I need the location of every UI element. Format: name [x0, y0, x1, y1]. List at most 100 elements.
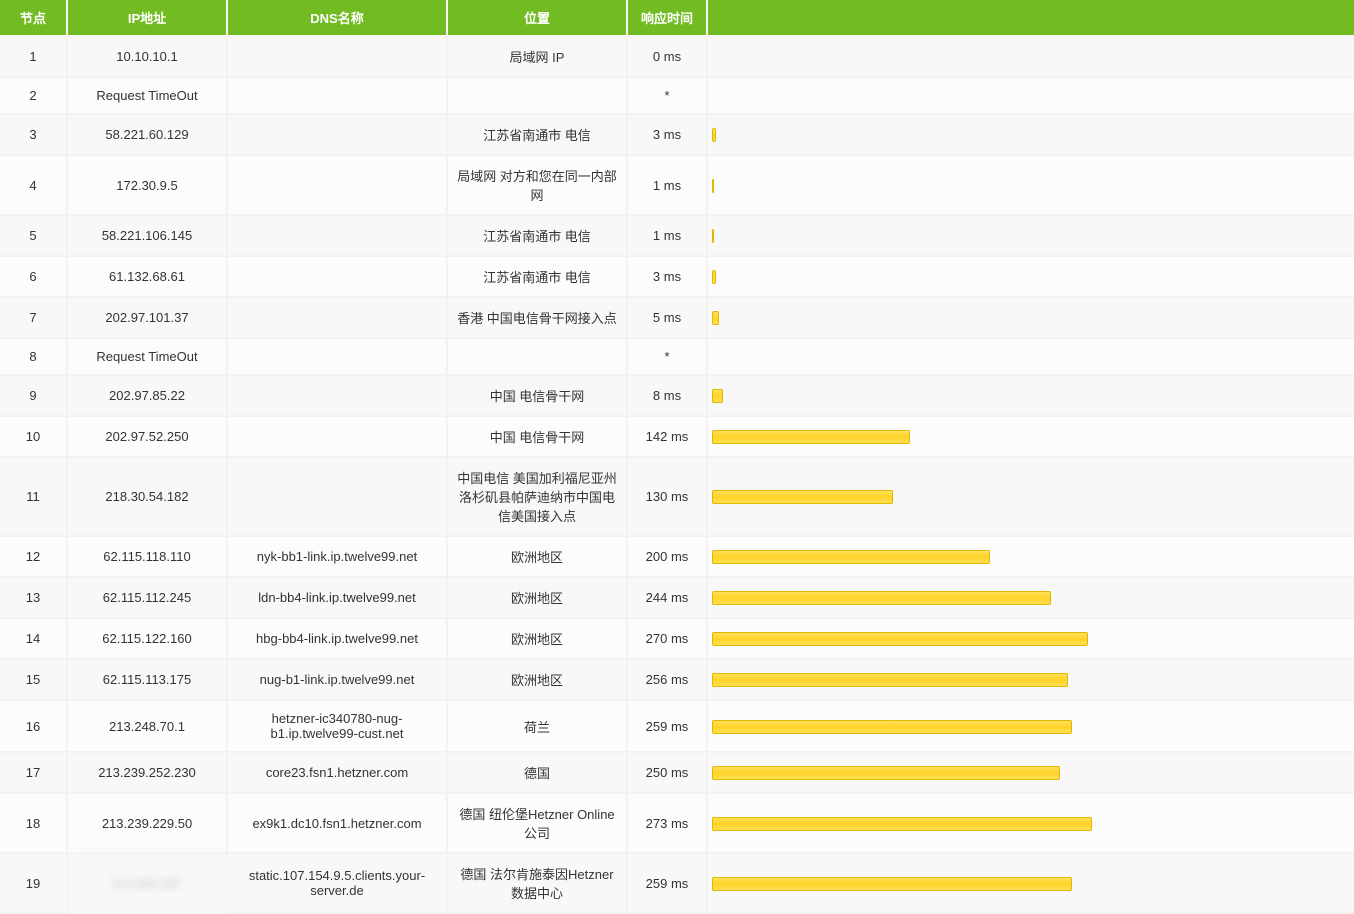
cell-dns — [228, 156, 448, 216]
table-row: 4172.30.9.5局域网 对方和您在同一内部网1 ms — [0, 156, 1354, 216]
cell-node: 15 — [0, 660, 68, 701]
cell-response: 244 ms — [628, 578, 708, 619]
cell-ip: 62.115.122.160 — [68, 619, 228, 660]
cell-bar — [708, 339, 1354, 376]
header-bar — [708, 0, 1354, 37]
cell-dns — [228, 339, 448, 376]
cell-response: 0 ms — [628, 37, 708, 78]
cell-ip: 213.239.252.230 — [68, 753, 228, 794]
table-row: 110.10.10.1局域网 IP0 ms — [0, 37, 1354, 78]
cell-location: 江苏省南通市 电信 — [448, 115, 628, 156]
table-row: 1362.115.112.245ldn-bb4-link.ip.twelve99… — [0, 578, 1354, 619]
cell-dns: hbg-bb4-link.ip.twelve99.net — [228, 619, 448, 660]
cell-dns: core23.fsn1.hetzner.com — [228, 753, 448, 794]
cell-location: 欧洲地区 — [448, 619, 628, 660]
cell-dns: ex9k1.dc10.fsn1.hetzner.com — [228, 794, 448, 854]
cell-location: 德国 — [448, 753, 628, 794]
latency-bar — [712, 550, 990, 564]
cell-node: 12 — [0, 537, 68, 578]
cell-ip: 213.248.70.1 — [68, 701, 228, 753]
cell-dns — [228, 417, 448, 458]
traceroute-table: 节点 IP地址 DNS名称 位置 响应时间 110.10.10.1局域网 IP0… — [0, 0, 1354, 914]
table-row: 2Request TimeOut* — [0, 78, 1354, 115]
cell-dns: hetzner-ic340780-nug-b1.ip.twelve99-cust… — [228, 701, 448, 753]
cell-node: 4 — [0, 156, 68, 216]
latency-bar — [712, 490, 893, 504]
cell-dns — [228, 257, 448, 298]
cell-ip: 10.10.10.1 — [68, 37, 228, 78]
table-row: 10202.97.52.250中国 电信骨干网142 ms — [0, 417, 1354, 458]
cell-bar — [708, 78, 1354, 115]
cell-bar — [708, 537, 1354, 578]
cell-node: 6 — [0, 257, 68, 298]
table-row: 1462.115.122.160hbg-bb4-link.ip.twelve99… — [0, 619, 1354, 660]
cell-ip: 58.221.60.129 — [68, 115, 228, 156]
cell-bar — [708, 794, 1354, 854]
cell-bar — [708, 257, 1354, 298]
cell-bar — [708, 660, 1354, 701]
cell-node: 3 — [0, 115, 68, 156]
latency-bar — [712, 720, 1072, 734]
cell-bar — [708, 156, 1354, 216]
header-response[interactable]: 响应时间 — [628, 0, 708, 37]
cell-response: 3 ms — [628, 115, 708, 156]
latency-bar — [712, 591, 1051, 605]
cell-ip: 202.97.52.250 — [68, 417, 228, 458]
table-row: 11218.30.54.182中国电信 美国加利福尼亚州洛杉矶县帕萨迪纳市中国电… — [0, 458, 1354, 537]
latency-bar — [712, 673, 1068, 687]
cell-location — [448, 339, 628, 376]
cell-location: 德国 法尔肯施泰因Hetzner数据中心 — [448, 854, 628, 914]
cell-ip: Request TimeOut — [68, 78, 228, 115]
cell-bar — [708, 578, 1354, 619]
cell-bar — [708, 376, 1354, 417]
cell-response: 1 ms — [628, 156, 708, 216]
cell-response: 256 ms — [628, 660, 708, 701]
cell-ip: 5.9.154.107 — [68, 854, 228, 914]
table-row: 16213.248.70.1hetzner-ic340780-nug-b1.ip… — [0, 701, 1354, 753]
cell-dns: nyk-bb1-link.ip.twelve99.net — [228, 537, 448, 578]
cell-response: 259 ms — [628, 854, 708, 914]
cell-dns: ldn-bb4-link.ip.twelve99.net — [228, 578, 448, 619]
cell-ip: 58.221.106.145 — [68, 216, 228, 257]
cell-node: 9 — [0, 376, 68, 417]
table-row: 661.132.68.61江苏省南通市 电信3 ms — [0, 257, 1354, 298]
cell-ip: 62.115.112.245 — [68, 578, 228, 619]
cell-bar — [708, 115, 1354, 156]
cell-location: 中国 电信骨干网 — [448, 376, 628, 417]
cell-bar — [708, 701, 1354, 753]
cell-response: 142 ms — [628, 417, 708, 458]
header-row: 节点 IP地址 DNS名称 位置 响应时间 — [0, 0, 1354, 37]
cell-ip: 218.30.54.182 — [68, 458, 228, 537]
cell-node: 7 — [0, 298, 68, 339]
cell-response: 259 ms — [628, 701, 708, 753]
cell-response: 1 ms — [628, 216, 708, 257]
header-location[interactable]: 位置 — [448, 0, 628, 37]
latency-bar — [712, 311, 719, 325]
header-ip[interactable]: IP地址 — [68, 0, 228, 37]
cell-response: 200 ms — [628, 537, 708, 578]
latency-bar — [712, 766, 1060, 780]
table-row: 195.9.154.107static.107.154.9.5.clients.… — [0, 854, 1354, 914]
cell-bar — [708, 417, 1354, 458]
cell-response: 250 ms — [628, 753, 708, 794]
cell-ip: 62.115.118.110 — [68, 537, 228, 578]
table-row: 9202.97.85.22中国 电信骨干网8 ms — [0, 376, 1354, 417]
cell-dns: static.107.154.9.5.clients.your-server.d… — [228, 854, 448, 914]
cell-node: 13 — [0, 578, 68, 619]
latency-bar — [712, 270, 716, 284]
cell-node: 18 — [0, 794, 68, 854]
cell-bar — [708, 458, 1354, 537]
cell-node: 2 — [0, 78, 68, 115]
header-node[interactable]: 节点 — [0, 0, 68, 37]
cell-node: 14 — [0, 619, 68, 660]
cell-dns — [228, 216, 448, 257]
cell-bar — [708, 298, 1354, 339]
header-dns[interactable]: DNS名称 — [228, 0, 448, 37]
latency-bar — [712, 229, 714, 243]
cell-ip: 62.115.113.175 — [68, 660, 228, 701]
table-row: 8Request TimeOut* — [0, 339, 1354, 376]
cell-ip: 213.239.229.50 — [68, 794, 228, 854]
cell-bar — [708, 619, 1354, 660]
cell-location — [448, 78, 628, 115]
table-row: 7202.97.101.37香港 中国电信骨干网接入点5 ms — [0, 298, 1354, 339]
